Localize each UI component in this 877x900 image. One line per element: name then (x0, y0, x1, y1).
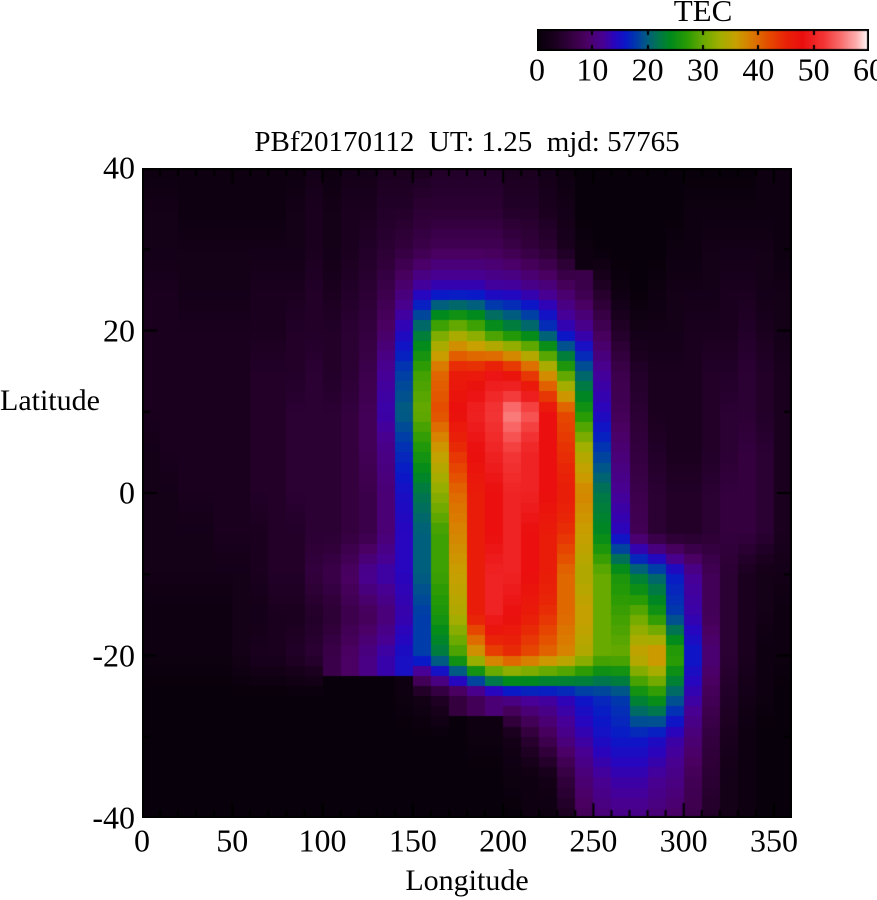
colorbar-title: TEC (673, 0, 733, 28)
colorbar-tick-label: 40 (742, 51, 775, 88)
y-axis-tick-label: 0 (119, 474, 135, 511)
colorbar-tick-label: 10 (576, 51, 609, 88)
y-axis-label: Latitude (0, 384, 100, 417)
x-axis-tick-label: 50 (216, 822, 249, 859)
x-axis-tick-label: 300 (659, 822, 708, 859)
y-axis-tick-label: -40 (92, 799, 135, 836)
colorbar-tick-label: 50 (797, 51, 830, 88)
x-axis-tick-label: 100 (298, 822, 347, 859)
y-axis-tick-label: -20 (92, 637, 135, 673)
y-axis-tick-label: 40 (103, 149, 135, 186)
x-axis-tick-label: 250 (569, 822, 618, 859)
colorbar-tick-label: 60 (853, 51, 877, 88)
x-axis-tick-label: 150 (388, 822, 437, 859)
x-axis-tick-label: 200 (479, 822, 528, 859)
colorbar-tick-label: 0 (529, 51, 545, 88)
plot-title: PBf20170112 UT: 1.25 mjd: 57765 (254, 126, 680, 158)
x-axis-label: Longitude (405, 864, 529, 897)
colorbar-tick-label: 30 (687, 51, 719, 88)
x-axis-tick-label: 0 (134, 822, 150, 859)
y-axis-tick-label: 20 (103, 312, 135, 348)
colorbar-tick-label: 20 (631, 51, 664, 88)
tec-map-canvas (142, 168, 792, 818)
x-axis-tick-label: 350 (749, 822, 798, 859)
colorbar-canvas (537, 29, 869, 51)
